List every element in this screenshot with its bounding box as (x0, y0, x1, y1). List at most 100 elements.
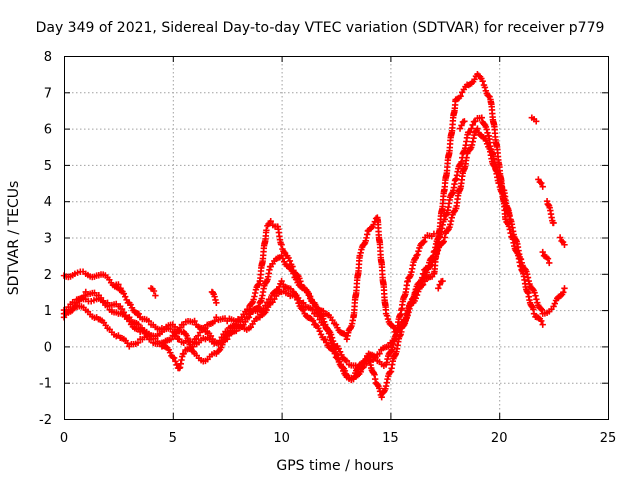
data-point (262, 302, 269, 309)
data-point (415, 248, 422, 255)
data-point (329, 316, 336, 324)
data-point (419, 270, 427, 277)
data-point (461, 118, 468, 125)
data-point (351, 372, 358, 380)
data-point (172, 358, 179, 365)
data-point (292, 293, 300, 300)
y-tick-label: 5 (44, 159, 52, 174)
y-axis-label: SDTVAR / TECUs (6, 181, 22, 296)
data-point (334, 354, 341, 362)
data-point (126, 314, 133, 321)
data-point (317, 311, 325, 319)
data-point (278, 277, 285, 285)
data-point (180, 350, 187, 357)
data-point (434, 247, 442, 254)
data-point (122, 293, 129, 300)
data-point (551, 300, 559, 307)
x-tick-label: 5 (169, 431, 177, 446)
data-point (200, 325, 207, 332)
data-point (167, 336, 175, 343)
data-point (134, 339, 142, 346)
data-point (432, 253, 440, 261)
data-point (529, 285, 536, 293)
data-point (135, 321, 142, 328)
data-point (531, 289, 538, 296)
data-point (355, 364, 363, 372)
data-point (224, 328, 231, 336)
data-point (376, 385, 383, 392)
x-tick-label: 20 (491, 431, 508, 446)
y-tick-label: 2 (44, 268, 52, 283)
data-point (371, 375, 379, 383)
data-point (484, 129, 491, 137)
data-point (267, 296, 274, 303)
data-point (278, 241, 285, 248)
data-point (316, 328, 323, 335)
data-point (290, 270, 297, 277)
data-point (481, 84, 489, 91)
data-point (539, 183, 546, 190)
y-tick-label: 1 (44, 304, 52, 319)
data-point (215, 347, 222, 355)
data-point (458, 122, 465, 129)
data-points (60, 70, 568, 401)
plot-frame (64, 56, 609, 420)
x-tick-label: 25 (600, 431, 617, 446)
data-point (211, 318, 218, 325)
data-point (532, 292, 539, 299)
data-point (414, 251, 421, 258)
data-point (538, 179, 545, 187)
data-point (357, 368, 364, 376)
data-point (532, 118, 540, 125)
data-point (145, 317, 153, 325)
data-point (286, 257, 294, 265)
data-point (539, 248, 546, 256)
x-tick-labels: 0 5 10 15 20 25 (60, 431, 616, 446)
data-point (267, 217, 274, 225)
data-point (189, 343, 196, 350)
data-point (312, 301, 319, 308)
data-point (367, 225, 375, 232)
series-3 (60, 230, 438, 384)
data-point (309, 306, 316, 313)
data-point (478, 114, 485, 121)
data-point (80, 292, 88, 300)
data-point (474, 125, 481, 132)
data-point (331, 350, 338, 357)
series-2 (60, 125, 568, 401)
data-point (436, 281, 443, 288)
data-point (385, 343, 392, 350)
data-point (468, 125, 475, 132)
data-point (480, 134, 487, 141)
data-point (544, 255, 552, 262)
data-point (538, 306, 546, 313)
data-point (435, 285, 442, 292)
data-point (173, 361, 180, 369)
data-point (533, 296, 540, 303)
data-point (336, 358, 343, 365)
data-point (440, 238, 448, 245)
data-point (135, 310, 142, 318)
data-point (118, 305, 126, 313)
data-point (556, 234, 564, 241)
data-point (279, 255, 287, 262)
data-point (550, 219, 557, 227)
data-point (166, 349, 174, 356)
data-point (504, 219, 511, 227)
data-point (560, 289, 567, 296)
data-point (338, 364, 346, 371)
data-point (255, 303, 262, 311)
series-1 (60, 70, 546, 372)
data-point (211, 293, 218, 300)
data-point (433, 250, 441, 257)
y-tick-label: 4 (44, 195, 52, 210)
data-point (247, 324, 254, 331)
data-point (263, 227, 270, 234)
data-point (337, 361, 345, 368)
data-point (546, 259, 553, 267)
data-point (117, 285, 124, 292)
data-point (457, 92, 464, 100)
data-point (439, 277, 446, 285)
data-point (152, 292, 159, 299)
